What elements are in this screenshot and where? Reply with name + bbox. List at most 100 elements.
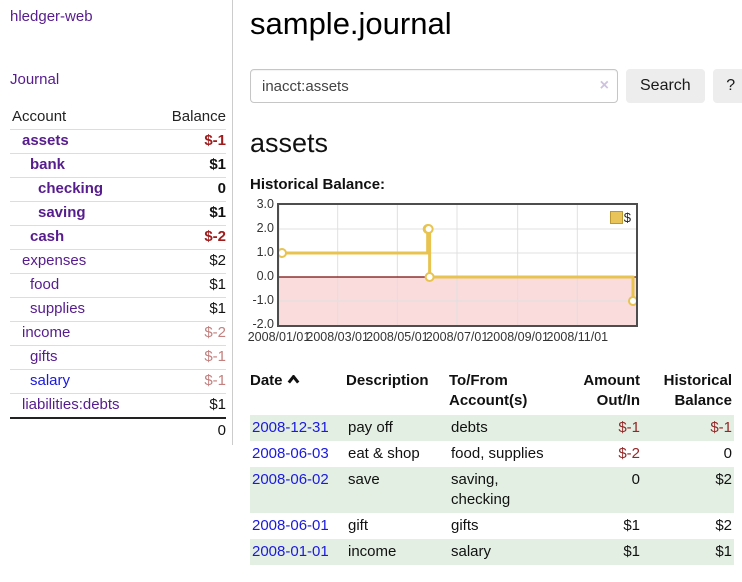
register-date-link[interactable]: 2008-06-01 bbox=[252, 517, 329, 534]
sidebar-account-balance: $1 bbox=[118, 201, 226, 226]
sidebar-account-assets[interactable]: assets bbox=[22, 132, 69, 149]
sidebar-account-row: salary $-1 bbox=[10, 369, 226, 394]
register-amount: 0 bbox=[631, 471, 640, 488]
register-date-link[interactable]: 2008-06-03 bbox=[252, 445, 329, 462]
legend-swatch-icon bbox=[609, 211, 623, 224]
register-date: 2008-06-01 bbox=[250, 513, 346, 539]
sidebar-account-bank[interactable]: bank bbox=[30, 156, 66, 173]
register-row: 2008-06-03 eat & shop food, supplies $-2… bbox=[250, 441, 734, 467]
register-amount: $1 bbox=[623, 543, 640, 560]
x-tick-label: 2008/05/01 bbox=[366, 330, 429, 344]
register-date-link[interactable]: 2008-06-02 bbox=[252, 471, 329, 488]
sidebar-account-balance: $-1 bbox=[118, 345, 226, 370]
x-tick-label: 2008/03/01 bbox=[306, 330, 369, 344]
chart-legend: $ bbox=[609, 210, 631, 225]
register-header-amount: Amount Out/In bbox=[583, 372, 640, 409]
clear-search-icon[interactable]: × bbox=[599, 77, 609, 94]
register-row: 2008-06-01 gift gifts $1 $2 bbox=[250, 513, 734, 539]
sidebar-account-row: income $-2 bbox=[10, 321, 226, 346]
sidebar-account-balance: $1 bbox=[118, 297, 226, 322]
sidebar-account-balance: 0 bbox=[118, 177, 226, 202]
chart-heading: Historical Balance: bbox=[250, 176, 386, 193]
search-input[interactable] bbox=[250, 69, 618, 103]
accounts-total-balance: 0 bbox=[118, 417, 226, 443]
sidebar-account-balance: $1 bbox=[118, 393, 226, 419]
sidebar-account-row: supplies $1 bbox=[10, 297, 226, 322]
x-tick-label: 2008/09/01 bbox=[486, 330, 549, 344]
register-accounts: saving, checking bbox=[451, 471, 511, 508]
sidebar-account-row: saving $1 bbox=[10, 201, 226, 226]
legend-label: $ bbox=[623, 210, 631, 225]
sidebar: hledger-web Journal Account Balance asse… bbox=[0, 0, 233, 445]
y-tick-label: 3.0 bbox=[256, 197, 274, 211]
sidebar-account-salary[interactable]: salary bbox=[30, 372, 71, 389]
sidebar-account-row: bank $1 bbox=[10, 153, 226, 178]
main-content: sample.journal × Search ? assets Histori… bbox=[233, 0, 742, 565]
register-balance: $2 bbox=[715, 471, 732, 488]
sidebar-account-balance: $1 bbox=[118, 153, 226, 178]
sidebar-account-food[interactable]: food bbox=[30, 276, 60, 293]
brand-link[interactable]: hledger-web bbox=[10, 8, 93, 25]
register-date: 2008-06-02 bbox=[250, 467, 346, 513]
y-tick-label: -1.0 bbox=[252, 293, 274, 307]
accounts-header-row: Account Balance bbox=[10, 105, 226, 130]
search-form: × Search ? bbox=[250, 69, 742, 103]
sidebar-item-journal[interactable]: Journal bbox=[10, 71, 60, 88]
register-date-link[interactable]: 2008-01-01 bbox=[252, 543, 329, 560]
account-heading: assets bbox=[250, 128, 329, 158]
register-date-link[interactable]: 2008-12-31 bbox=[252, 419, 329, 436]
sidebar-account-balance: $1 bbox=[118, 273, 226, 298]
sidebar-account-checking[interactable]: checking bbox=[38, 180, 104, 197]
sidebar-account-row: assets $-1 bbox=[10, 129, 226, 154]
sidebar-account-balance: $-2 bbox=[118, 225, 226, 250]
sidebar-account-saving[interactable]: saving bbox=[38, 204, 86, 221]
sidebar-account-income[interactable]: income bbox=[22, 324, 71, 341]
register-accounts: gifts bbox=[451, 517, 479, 534]
register-amount: $-1 bbox=[618, 419, 640, 436]
register-table: Date Description To/From Account(s) Amou… bbox=[250, 369, 734, 565]
search-button[interactable]: Search bbox=[626, 69, 705, 103]
register-header-date[interactable]: Date bbox=[250, 369, 346, 415]
y-tick-label: 2.0 bbox=[256, 221, 274, 235]
register-balance: 0 bbox=[723, 445, 732, 462]
register-date: 2008-01-01 bbox=[250, 539, 346, 565]
register-description: income bbox=[348, 543, 397, 560]
historical-balance-chart: 3.0 2.0 1.0 0.0 -1.0 -2.0 $ 2008/01/01 2008/03… bbox=[248, 197, 742, 349]
register-description: pay off bbox=[348, 419, 393, 436]
accounts-header-balance: Balance bbox=[118, 105, 226, 130]
help-button[interactable]: ? bbox=[712, 69, 742, 103]
sidebar-account-row: expenses $2 bbox=[10, 249, 226, 274]
register-balance: $2 bbox=[715, 517, 732, 534]
sidebar-account-balance: $-2 bbox=[118, 321, 226, 346]
register-amount: $-2 bbox=[618, 445, 640, 462]
accounts-header-account: Account bbox=[10, 105, 118, 130]
sidebar-account-row: food $1 bbox=[10, 273, 226, 298]
sidebar-nav: Journal bbox=[10, 71, 226, 88]
register-header-row: Date Description To/From Account(s) Amou… bbox=[250, 369, 734, 415]
register-row: 2008-12-31 pay off debts $-1 $-1 bbox=[250, 415, 734, 441]
sidebar-account-gifts[interactable]: gifts bbox=[30, 348, 58, 365]
register-accounts: debts bbox=[451, 419, 488, 436]
register-description: eat & shop bbox=[348, 445, 420, 462]
register-date: 2008-12-31 bbox=[250, 415, 346, 441]
sidebar-account-supplies[interactable]: supplies bbox=[30, 300, 86, 317]
register-description: save bbox=[348, 471, 380, 488]
accounts-table: Account Balance assets $-1 bank $1 check… bbox=[10, 105, 226, 443]
register-row: 2008-01-01 income salary $1 $1 bbox=[250, 539, 734, 565]
register-header-description: Description bbox=[346, 372, 429, 389]
sidebar-account-expenses[interactable]: expenses bbox=[22, 252, 87, 269]
sidebar-account-row: cash $-2 bbox=[10, 225, 226, 250]
chart-canvas bbox=[279, 205, 636, 325]
y-tick-label: -2.0 bbox=[252, 317, 274, 331]
register-row: 2008-06-02 save saving, checking 0 $2 bbox=[250, 467, 734, 513]
sidebar-account-cash[interactable]: cash bbox=[30, 228, 65, 245]
sidebar-account-balance: $-1 bbox=[118, 369, 226, 394]
x-tick-label: 2008/07/01 bbox=[425, 330, 489, 344]
sidebar-account-liabilities-debts[interactable]: liabilities:debts bbox=[22, 396, 120, 413]
sort-ascending-icon bbox=[287, 374, 299, 384]
app-brand: hledger-web bbox=[10, 8, 226, 25]
register-amount: $1 bbox=[623, 517, 640, 534]
register-date: 2008-06-03 bbox=[250, 441, 346, 467]
sidebar-account-balance: $-1 bbox=[118, 129, 226, 154]
register-balance: $1 bbox=[715, 543, 732, 560]
